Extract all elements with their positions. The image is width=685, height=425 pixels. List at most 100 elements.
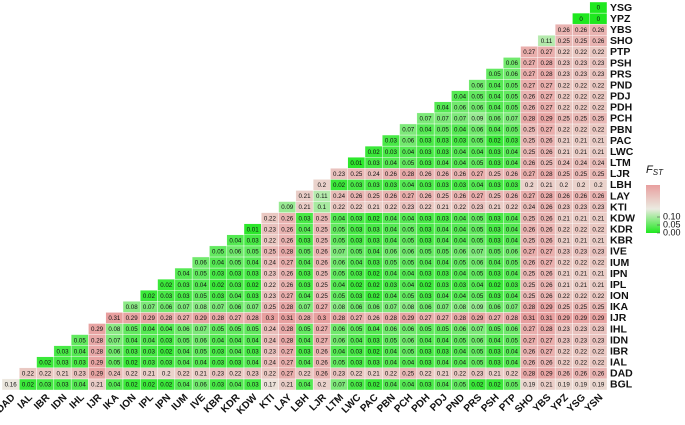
cell-label: 0.19: [523, 382, 536, 389]
cell-label: 0.05: [471, 293, 484, 300]
cell-label: 0.22: [592, 359, 605, 366]
cell-label: 0.03: [350, 293, 363, 300]
row-label: PBN: [610, 124, 632, 136]
cell-label: 0.04: [402, 282, 415, 289]
column-label: LAY: [273, 392, 295, 414]
cell-label: 0.05: [506, 382, 519, 389]
cell-label: 0.03: [506, 182, 519, 189]
cell-label: 0.21: [143, 371, 156, 378]
cell-label: 0.03: [56, 348, 69, 355]
cell-label: 0.04: [419, 337, 432, 344]
cell-label: 0.04: [419, 127, 432, 134]
cell-label: 0.28: [281, 249, 294, 256]
row-label: KTI: [610, 201, 627, 213]
cell-label: 0.04: [143, 337, 156, 344]
cell-label: 0.26: [558, 371, 571, 378]
cell-label: 0.07: [333, 382, 346, 389]
cell-label: 0.03: [419, 293, 432, 300]
cell-label: 0.21: [540, 182, 553, 189]
column-label: IAL: [16, 392, 35, 411]
cell-label: 0.26: [316, 359, 329, 366]
colorbar-tick-label: 0.05: [663, 219, 681, 229]
cell-label: 0.04: [333, 215, 346, 222]
cell-label: 0.04: [385, 215, 398, 222]
cell-label: 0.04: [402, 271, 415, 278]
cell-label: 0.05: [402, 237, 415, 244]
cell-label: 0.05: [506, 104, 519, 111]
cell-label: 0.22: [39, 371, 52, 378]
cell-label: 0.22: [558, 104, 571, 111]
cell-label: 0.03: [212, 293, 225, 300]
cell-label: 0.28: [540, 171, 553, 178]
cell-label: 0.05: [74, 337, 87, 344]
cell-label: 0.31: [523, 315, 536, 322]
cell-label: 0.23: [575, 326, 588, 333]
cell-label: 0.05: [419, 249, 432, 256]
cell-label: 0.2: [559, 182, 568, 189]
row-label: LAY: [610, 190, 630, 202]
cell-label: 0.19: [575, 382, 588, 389]
row-label: IBR: [610, 345, 629, 357]
cell-label: 0.04: [454, 160, 467, 167]
cell-label: 0.27: [540, 93, 553, 100]
row-label: BGL: [610, 379, 633, 391]
cell-label: 0.05: [506, 260, 519, 267]
cell-label: 0.28: [523, 304, 536, 311]
cell-label: 0.04: [506, 226, 519, 233]
cell-label: 0.23: [558, 326, 571, 333]
cell-label: 0.07: [298, 304, 311, 311]
cell-label: 0.26: [592, 193, 605, 200]
cell-label: 0.04: [471, 182, 484, 189]
cell-label: 0.05: [471, 348, 484, 355]
cell-label: 0.02: [160, 348, 173, 355]
cell-label: 0.25: [523, 215, 536, 222]
cell-label: 0.25: [558, 304, 571, 311]
cell-label: 0.22: [333, 204, 346, 211]
row-label: PND: [610, 79, 633, 91]
cell-label: 0.06: [195, 382, 208, 389]
cell-label: 0.03: [212, 348, 225, 355]
cell-label: 0.04: [385, 359, 398, 366]
cell-label: 0.22: [592, 348, 605, 355]
cell-label: 0.03: [419, 138, 432, 145]
cell-label: 0.04: [385, 226, 398, 233]
cell-label: 0.26: [419, 193, 432, 200]
cell-label: 0.27: [229, 315, 242, 322]
cell-label: 0.26: [419, 171, 432, 178]
cell-label: 0.03: [489, 271, 502, 278]
row-label: ION: [610, 290, 629, 302]
cell-label: 0.23: [402, 204, 415, 211]
cell-label: 0.26: [592, 371, 605, 378]
cell-label: 0.29: [91, 326, 104, 333]
cell-label: 0.05: [437, 249, 450, 256]
heatmap-cells: 0.16 0.02 0.03 0.03 0.04 0.21 0.04 0.02 0.02 0.02…: [1, 1, 608, 391]
cell-label: 0.03: [489, 348, 502, 355]
row-label: YPZ: [610, 13, 631, 25]
cell-label: 0.03: [229, 359, 242, 366]
cell-label: 0.06: [229, 304, 242, 311]
cell-label: 0.04: [368, 326, 381, 333]
cell-label: 0.22: [558, 127, 571, 134]
cell-label: 0.02: [471, 382, 484, 389]
cell-label: 0.28: [523, 371, 536, 378]
cell-label: 0.22: [264, 371, 277, 378]
cell-label: 0.23: [264, 271, 277, 278]
cell-label: 0.29: [575, 315, 588, 322]
cell-label: 0.04: [143, 326, 156, 333]
cell-label: 0.28: [540, 60, 553, 67]
cell-label: 0.03: [385, 138, 398, 145]
cell-label: 0.06: [333, 337, 346, 344]
cell-label: 0.23: [575, 204, 588, 211]
column-label: KDW: [235, 392, 260, 417]
cell-label: 0.23: [333, 371, 346, 378]
column-label: IPL: [137, 392, 156, 411]
cell-label: 0.04: [454, 237, 467, 244]
cell-label: 0.23: [558, 249, 571, 256]
cell-label: 0.26: [368, 315, 381, 322]
cell-label: 0.04: [454, 149, 467, 156]
cell-label: 0.27: [437, 315, 450, 322]
cell-label: 0.3: [317, 315, 326, 322]
cell-label: 0.06: [489, 116, 502, 123]
cell-label: 0.22: [454, 371, 467, 378]
row-label: YBS: [610, 24, 632, 36]
